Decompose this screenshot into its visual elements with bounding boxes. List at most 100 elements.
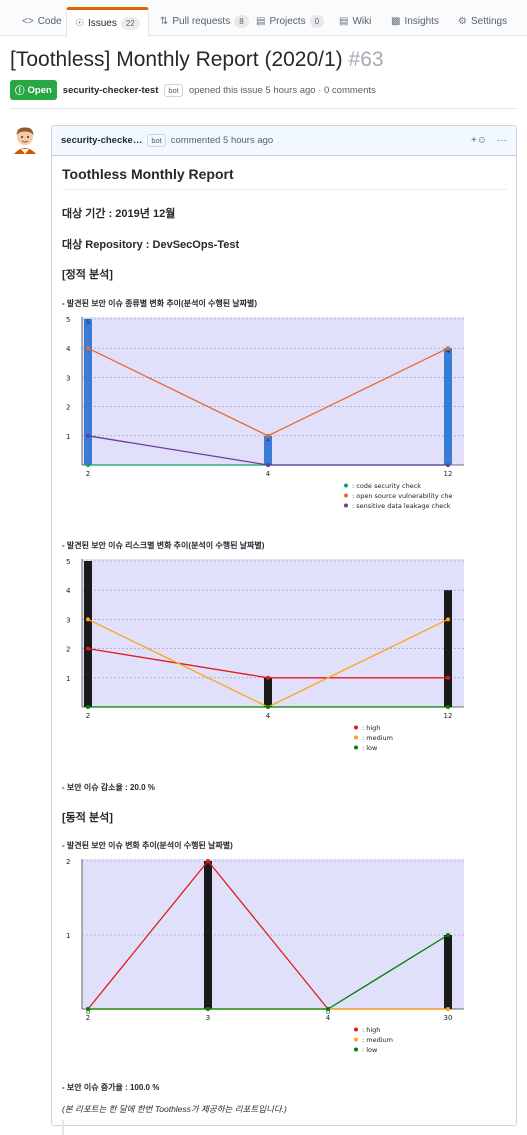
x-tick-label: 12 [444,712,453,720]
y-tick-label: 3 [66,616,70,624]
report-repository: 대상 Repository : DevSecOps-Test [62,239,240,251]
report-heading: Toothless Monthly Report [62,166,507,190]
issue-title: [Toothless] Monthly Report (2020/1) #63 [10,48,384,72]
series-point [446,933,450,937]
chart1-title: - 발견된 보안 이슈 종류별 변화 추이(분석이 수행된 날짜별) [62,299,258,308]
issue-opened-icon: ⓘ [15,86,25,97]
tab-label: Projects [269,16,306,27]
legend-label: : high [362,1026,380,1034]
bar [444,590,452,707]
legend-label: : low [362,744,378,752]
issue-title-text: [Toothless] Monthly Report (2020/1) [10,48,343,71]
tab-code[interactable]: <> Code [14,7,70,36]
bot-label: bot [164,83,183,97]
bar-value-label: 1 [266,677,270,685]
x-tick-label: 3 [206,1014,210,1022]
tab-wiki[interactable]: ▤ Wiki [331,7,379,36]
plot-area [82,317,464,465]
series-point [446,1007,450,1011]
series-point [266,705,270,709]
bar-value-label: 0 [86,1008,90,1016]
timeline-line [62,1120,64,1135]
series-point [86,617,90,622]
x-tick-label: 2 [86,1014,90,1022]
chart2-title: - 발견된 보안 이슈 리스크별 변화 추이(분석이 수행된 날짜별) [62,541,265,550]
tab-projects[interactable]: ▤ Projects 0 [248,7,332,36]
legend-marker [354,745,358,750]
bar-value-label: 5 [86,318,90,326]
bar [84,319,92,465]
issue-author-link[interactable]: security-checker-test [62,84,159,96]
legend-label: : low [362,1046,378,1054]
y-tick-label: 4 [66,345,71,353]
static-reduction-rate: - 보안 이슈 감소율 : 20.0 % [62,783,155,792]
series-point [206,859,210,863]
series-point [86,463,90,467]
dynamic-analysis-heading: [동적 분석] [62,812,113,824]
bar-value-label: 1 [266,435,270,443]
bar-value-label: 4 [446,589,450,597]
tab-issues[interactable]: ☉ Issues 22 [66,7,149,37]
legend-marker [354,1047,358,1052]
plot-area [82,859,464,1009]
pull-request-icon: ⇅ [160,16,169,27]
bar [204,861,212,1009]
add-reaction-smiley-icon[interactable]: +☺ [470,135,487,146]
series-line [88,934,449,1010]
y-tick-label: 2 [66,646,70,654]
series-point [266,433,270,438]
avatar[interactable] [10,124,40,154]
plot-area [82,559,464,707]
bar [84,561,92,707]
bar-value-label: 0 [326,1008,330,1016]
kebab-horizontal-icon[interactable]: ··· [497,135,507,146]
series-point [446,705,450,709]
bar [444,935,452,1009]
legend-label: : medium [362,734,393,742]
legend-marker [344,483,348,488]
comment-time[interactable]: commented 5 hours ago [170,135,274,146]
book-icon: ▤ [339,16,349,27]
x-tick-label: 4 [266,470,271,478]
tab-settings[interactable]: ⚙ Settings [450,7,515,36]
bar-value-label: 1 [446,934,450,942]
series-point [206,1007,210,1011]
bar-value-label: 2 [206,860,210,868]
x-tick-label: 2 [86,712,90,720]
series-point [446,463,450,467]
x-tick-label: 2 [86,470,90,478]
tab-label: Issues [87,18,117,29]
legend-label: : open source vulnerability che [352,492,452,500]
static-analysis-heading: [정적 분석] [62,269,113,281]
tab-insights[interactable]: ▩ Insights [383,7,447,36]
tab-label: Pull requests [172,16,231,27]
series-point [86,346,90,351]
y-tick-label: 3 [66,374,70,382]
legend-marker [344,503,348,508]
y-tick-label: 1 [66,675,70,683]
project-icon: ▤ [256,16,266,27]
issue-meta: ⓘ Open security-checker-test bot opened … [10,80,376,100]
series-point [86,433,90,438]
x-tick-label: 12 [444,470,453,478]
tab-counter: 22 [120,17,140,30]
report-period: 대상 기간 : 2019년 12월 [62,208,176,220]
legend-label: : code security check [352,482,421,490]
series-point [266,675,270,680]
x-tick-label: 30 [444,1014,453,1022]
tab-label: Wiki [352,16,372,27]
tab-pull-requests[interactable]: ⇅ Pull requests 8 [152,7,257,36]
gear-icon: ⚙ [458,16,467,27]
issue-opened-text: opened this issue 5 hours ago · 0 commen… [188,84,376,96]
report-footer-note: (본 리포트는 한 달에 한번 Toothless가 제공하는 리포트입니다.) [62,1104,287,1114]
comment-author-link[interactable]: security-checke… [61,135,143,146]
series-point [266,463,270,467]
series-point [326,1007,330,1011]
tab-counter: 0 [309,15,325,28]
y-tick-label: 2 [66,858,70,866]
legend-label: : high [362,724,380,732]
graph-icon: ▩ [391,16,401,27]
